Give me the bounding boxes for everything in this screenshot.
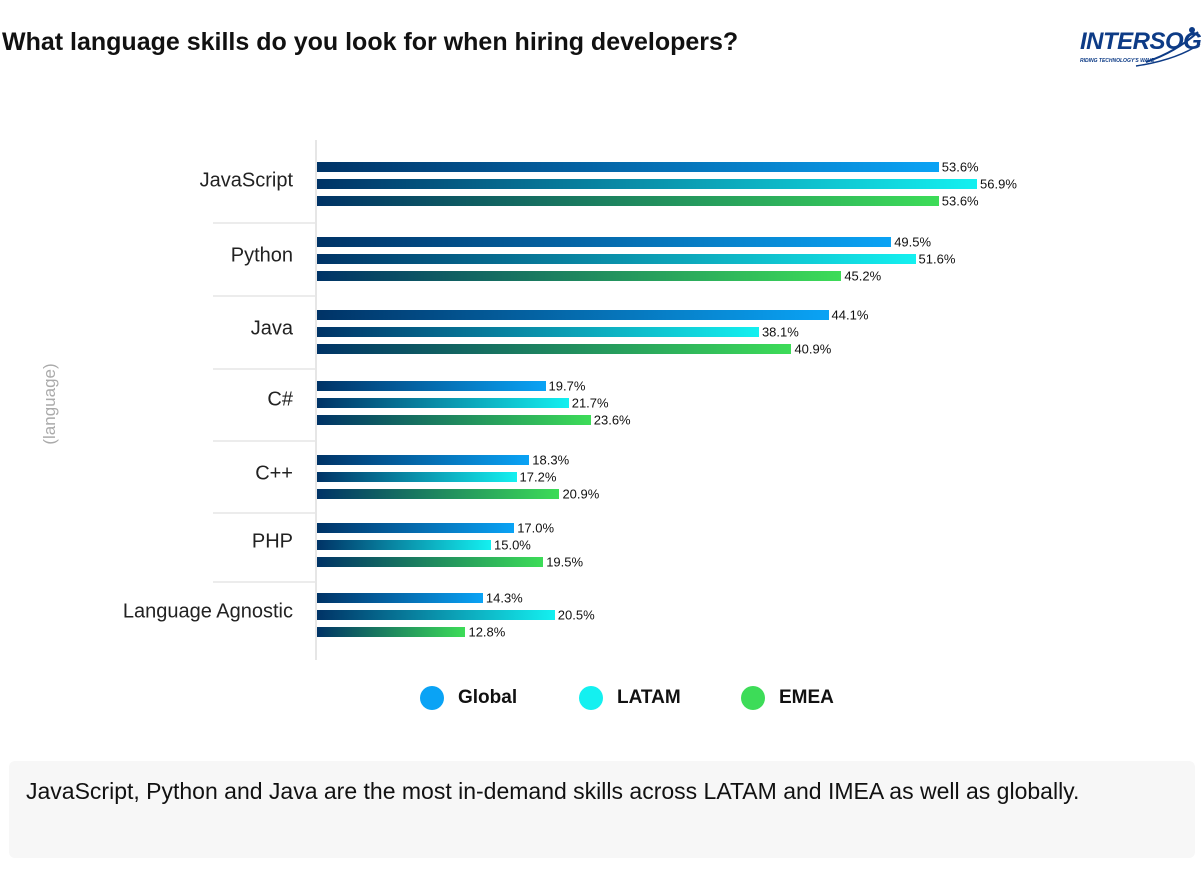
- bar-global: [317, 593, 483, 603]
- category-label: Language Agnostic: [122, 600, 293, 623]
- data-label: 53.6%: [941, 193, 979, 209]
- bar-global: [317, 381, 546, 391]
- data-label: 20.5%: [557, 607, 595, 623]
- category-separator: [213, 512, 315, 514]
- category-label: JavaScript: [199, 169, 293, 192]
- legend-label: Global: [458, 687, 518, 708]
- y-axis-line: [315, 140, 317, 660]
- wave-icon: [1135, 27, 1201, 67]
- category-separator: [213, 581, 315, 583]
- data-label: 20.9%: [562, 486, 600, 502]
- bar-latam: [317, 540, 491, 550]
- logo-tagline: RIDING TECHNOLOGY'S WAVE: [1080, 58, 1155, 64]
- bar-global: [317, 237, 892, 247]
- category-label: Java: [250, 317, 293, 340]
- legend-dot-icon: [579, 686, 603, 710]
- legend-label: LATAM: [617, 687, 681, 708]
- legend-dot-icon: [741, 686, 765, 710]
- data-label: 23.6%: [593, 412, 631, 428]
- category-separator: [213, 440, 315, 442]
- data-label: 45.2%: [844, 268, 882, 284]
- bar-global: [317, 455, 530, 465]
- data-label: 14.3%: [485, 590, 523, 606]
- data-label: 49.5%: [894, 234, 932, 250]
- y-axis-label: (language): [40, 363, 59, 445]
- data-label: 38.1%: [761, 324, 799, 340]
- data-label: 53.6%: [941, 159, 979, 175]
- bar-emea: [317, 415, 591, 425]
- bar-latam: [317, 254, 916, 264]
- bar-emea: [317, 344, 792, 354]
- category-label: C#: [267, 388, 293, 411]
- bar-latam: [317, 398, 569, 408]
- category-separator: [213, 222, 315, 224]
- bar-emea: [317, 627, 466, 637]
- insight-text: JavaScript, Python and Java are the most…: [26, 778, 1080, 804]
- category-label: C++: [255, 462, 293, 485]
- data-label: 15.0%: [494, 537, 531, 553]
- legend-label: EMEA: [779, 687, 834, 708]
- category-label: Python: [230, 244, 293, 267]
- legend-item-latam[interactable]: LATAM: [579, 686, 681, 710]
- bar-latam: [317, 179, 978, 189]
- data-label: 56.9%: [980, 176, 1017, 192]
- bar-emea: [317, 557, 544, 567]
- legend-item-global[interactable]: Global: [420, 686, 517, 710]
- data-label: 51.6%: [918, 251, 956, 267]
- bar-global: [317, 162, 939, 172]
- legend-dot-icon: [420, 686, 444, 710]
- bar-emea: [317, 489, 560, 499]
- category-label: PHP: [251, 530, 293, 553]
- bar-latam: [317, 610, 555, 620]
- data-label: 19.5%: [546, 554, 584, 570]
- data-label: 40.9%: [794, 341, 832, 357]
- chart-title: What language skills do you look for whe…: [2, 28, 739, 56]
- bar-latam: [317, 327, 759, 337]
- category-separator: [213, 295, 315, 297]
- data-label: 19.7%: [548, 378, 586, 394]
- data-label: 18.3%: [532, 452, 570, 468]
- bar-emea: [317, 196, 939, 206]
- bar-emea: [317, 271, 842, 281]
- bar-global: [317, 523, 515, 533]
- insight-box: JavaScript, Python and Java are the most…: [9, 761, 1195, 858]
- category-separator: [213, 368, 315, 370]
- data-label: 44.1%: [831, 307, 869, 323]
- data-label: 21.7%: [571, 395, 609, 411]
- data-label: 12.8%: [468, 624, 506, 640]
- bar-global: [317, 310, 829, 320]
- data-label: 17.0%: [517, 520, 555, 536]
- legend-item-emea[interactable]: EMEA: [741, 686, 834, 710]
- data-label: 17.2%: [519, 469, 557, 485]
- bar-latam: [317, 472, 517, 482]
- logo-text: INTERSOG: [1080, 28, 1202, 55]
- intersog-logo: INTERSOG RIDING TECHNOLOGY'S WAVE: [1076, 22, 1202, 74]
